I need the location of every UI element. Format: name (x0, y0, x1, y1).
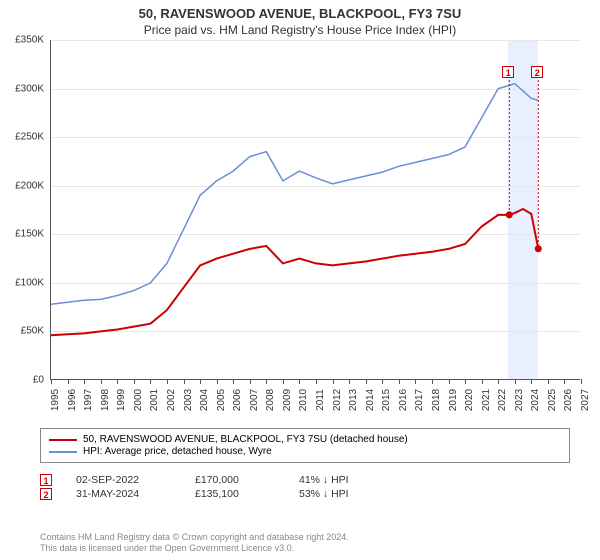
series-line (51, 209, 538, 335)
footer-attribution: Contains HM Land Registry data © Crown c… (40, 532, 560, 555)
chart-subtitle: Price paid vs. HM Land Registry's House … (0, 23, 600, 37)
x-tick-label: 2022 (497, 389, 508, 411)
footer-line-2: This data is licensed under the Open Gov… (40, 543, 560, 554)
x-tick-label: 1998 (100, 389, 111, 411)
x-tick-label: 2003 (183, 389, 194, 411)
y-tick-label: £350K (15, 35, 44, 46)
sale-marker: 1 (502, 66, 514, 78)
x-tick-label: 2000 (133, 389, 144, 411)
footer-line-1: Contains HM Land Registry data © Crown c… (40, 532, 560, 543)
sale-marker-ref: 2 (40, 488, 52, 500)
x-tick-label: 2019 (448, 389, 459, 411)
y-axis-labels: £0£50K£100K£150K£200K£250K£300K£350K (0, 40, 48, 380)
x-tick-label: 2007 (249, 389, 260, 411)
chart-container: 50, RAVENSWOOD AVENUE, BLACKPOOL, FY3 7S… (0, 0, 600, 560)
legend-swatch (49, 439, 77, 441)
sale-price: £170,000 (195, 474, 275, 486)
plot-area: 12 (50, 40, 580, 380)
y-tick-label: £200K (15, 180, 44, 191)
x-tick-label: 2017 (414, 389, 425, 411)
legend-swatch (49, 451, 77, 453)
y-tick-label: £150K (15, 229, 44, 240)
y-tick-label: £50K (21, 326, 44, 337)
x-tick-label: 1999 (116, 389, 127, 411)
y-tick-label: £250K (15, 132, 44, 143)
sale-price: £135,100 (195, 488, 275, 500)
x-tick-label: 2025 (547, 389, 558, 411)
y-tick-label: £0 (33, 375, 44, 386)
sale-delta: 53% ↓ HPI (299, 488, 349, 500)
x-tick-label: 2008 (265, 389, 276, 411)
x-tick-label: 2002 (166, 389, 177, 411)
sales-table: 1 02-SEP-2022 £170,000 41% ↓ HPI 2 31-MAY-202… (40, 472, 560, 502)
x-tick-label: 2020 (464, 389, 475, 411)
x-tick-label: 2014 (365, 389, 376, 411)
x-tick-label: 2016 (398, 389, 409, 411)
x-tick-label: 2024 (530, 389, 541, 411)
y-tick-label: £100K (15, 277, 44, 288)
series-line (51, 84, 538, 305)
title-block: 50, RAVENSWOOD AVENUE, BLACKPOOL, FY3 7S… (0, 0, 600, 37)
sale-marker-ref: 1 (40, 474, 52, 486)
x-tick-label: 2027 (580, 389, 591, 411)
legend-item: HPI: Average price, detached house, Wyre (49, 446, 561, 457)
chart-title: 50, RAVENSWOOD AVENUE, BLACKPOOL, FY3 7S… (0, 6, 600, 21)
x-tick-label: 2012 (332, 389, 343, 411)
legend-label: HPI: Average price, detached house, Wyre (83, 446, 272, 457)
x-tick-label: 2005 (216, 389, 227, 411)
x-tick-label: 2015 (381, 389, 392, 411)
x-tick-label: 2013 (348, 389, 359, 411)
x-tick-label: 2021 (481, 389, 492, 411)
sale-marker: 2 (531, 66, 543, 78)
x-tick-label: 2001 (149, 389, 160, 411)
legend-label: 50, RAVENSWOOD AVENUE, BLACKPOOL, FY3 7S… (83, 434, 408, 445)
x-tick-label: 2006 (232, 389, 243, 411)
chart-svg (51, 40, 580, 379)
sale-delta: 41% ↓ HPI (299, 474, 349, 486)
x-tick-label: 1995 (50, 389, 61, 411)
sale-row: 1 02-SEP-2022 £170,000 41% ↓ HPI (40, 474, 560, 486)
y-tick-label: £300K (15, 83, 44, 94)
x-tick-label: 1997 (83, 389, 94, 411)
x-tick-label: 2010 (298, 389, 309, 411)
sale-date: 31-MAY-2024 (76, 488, 171, 500)
legend-box: 50, RAVENSWOOD AVENUE, BLACKPOOL, FY3 7S… (40, 428, 570, 463)
x-axis-labels: 1995 1996 1997 1998 1999 2000 2001 2002 2003 2004… (50, 382, 580, 422)
x-tick-label: 1996 (67, 389, 78, 411)
sale-row: 2 31-MAY-2024 £135,100 53% ↓ HPI (40, 488, 560, 500)
x-tick-label: 2011 (315, 389, 326, 411)
x-tick-label: 2004 (199, 389, 210, 411)
x-tick-label: 2018 (431, 389, 442, 411)
sale-date: 02-SEP-2022 (76, 474, 171, 486)
x-tick-label: 2009 (282, 389, 293, 411)
legend-item: 50, RAVENSWOOD AVENUE, BLACKPOOL, FY3 7S… (49, 434, 561, 445)
x-tick-label: 2023 (514, 389, 525, 411)
x-tick-label: 2026 (563, 389, 574, 411)
